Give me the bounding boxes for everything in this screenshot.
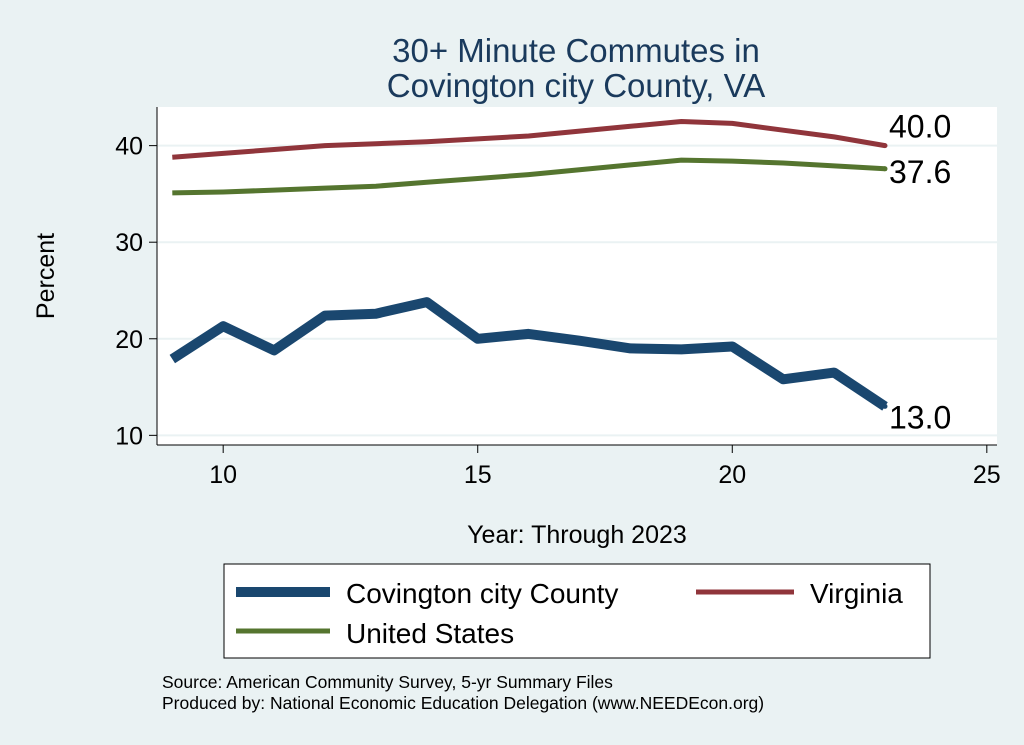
x-tick-label-20: 20	[718, 461, 746, 489]
x-tick-label-10: 10	[209, 461, 237, 489]
series-end-point-united-states	[882, 166, 888, 172]
y-tick-label-30: 30	[115, 229, 143, 257]
series-layer	[169, 119, 888, 411]
x-axis-title: Year: Through 2023	[467, 521, 687, 549]
legend-box	[223, 563, 931, 659]
end-labels: 13.0 40.0 37.6	[889, 109, 951, 436]
source-note-line-1: Source: American Community Survey, 5-yr …	[162, 672, 613, 692]
legend-label-united-states: United States	[346, 618, 514, 649]
end-label-covington-city-county: 13.0	[889, 399, 951, 435]
source-note-line-2: Produced by: National Economic Education…	[162, 693, 764, 713]
y-axis-title: Percent	[32, 233, 60, 319]
chart-title-line-1: 30+ Minute Commutes in	[392, 32, 760, 69]
series-end-point-virginia	[882, 143, 888, 149]
x-tick-label-15: 15	[464, 461, 492, 489]
legend-label-covington: Covington city County	[346, 578, 618, 609]
series-line-covington-city-county	[169, 297, 888, 411]
chart-title-line-2: Covington city County, VA	[387, 67, 765, 104]
y-tick-label-40: 40	[115, 133, 143, 161]
legend-label-virginia: Virginia	[810, 578, 903, 609]
end-label-united-states: 37.6	[889, 154, 951, 190]
y-axis-ticks: 10 20 30 40	[115, 133, 157, 450]
series-end-point-covington-city-county	[882, 403, 888, 409]
y-tick-label-10: 10	[115, 422, 143, 450]
x-tick-label-25: 25	[973, 461, 1001, 489]
legend: Covington city County Virginia United St…	[223, 563, 931, 659]
series-line-united-states	[172, 157, 886, 196]
x-axis-ticks: 10 15 20 25	[209, 445, 1001, 489]
y-tick-label-20: 20	[115, 326, 143, 354]
end-label-virginia: 40.0	[889, 109, 951, 145]
series-line-virginia	[172, 119, 886, 160]
